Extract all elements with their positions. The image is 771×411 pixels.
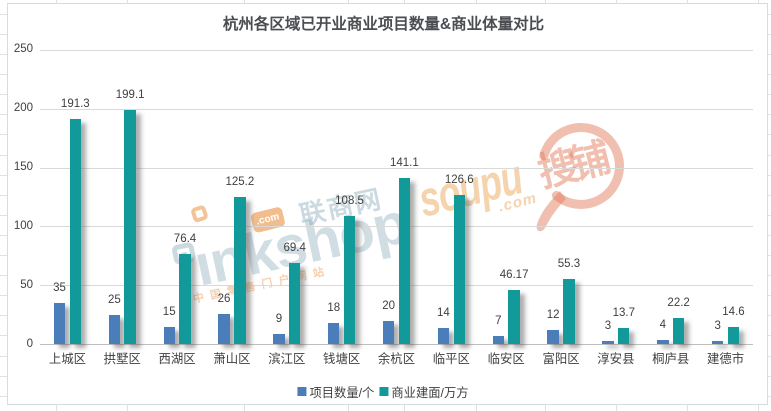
bar-area-桐庐县[interactable] [672, 318, 685, 345]
gridline-100 [40, 226, 753, 228]
bar-count-余杭区[interactable] [382, 320, 395, 345]
bar-count-滨江区[interactable] [273, 333, 285, 345]
data-label-area-上城区: 191.3 [60, 97, 90, 110]
data-label-area-西湖区: 76.4 [173, 233, 197, 246]
gridline-250 [40, 49, 753, 51]
data-label-area-临平区: 126.6 [444, 174, 474, 187]
ytick-label-150: 150 [13, 161, 33, 174]
data-label-count-临安区: 7 [495, 315, 502, 328]
bar-area-上城区[interactable] [69, 118, 81, 345]
category-label-富阳区: 富阳区 [542, 352, 580, 366]
bar-area-富阳区[interactable] [563, 279, 575, 345]
category-label-钱塘区: 钱塘区 [323, 352, 361, 366]
ytick-label-0: 0 [26, 337, 33, 350]
bar-count-富阳区[interactable] [547, 330, 559, 345]
data-label-count-西湖区: 15 [162, 305, 176, 318]
data-label-count-桐庐县: 4 [659, 318, 667, 331]
soupu-watermark-chinese: 搜铺 [533, 137, 609, 196]
data-label-count-拱墅区: 25 [107, 293, 121, 306]
bar-count-上城区[interactable] [53, 303, 66, 345]
bar-area-滨江区[interactable] [289, 262, 301, 345]
bar-area-拱墅区[interactable] [124, 109, 136, 345]
legend-item-projects[interactable]: 项目数量/个 [297, 383, 374, 401]
data-label-area-钱塘区: 108.5 [335, 195, 364, 208]
bar-count-建德市[interactable] [711, 340, 724, 345]
gridline-50 [40, 285, 753, 287]
gridline-200 [40, 108, 753, 110]
ytick-label-50: 50 [20, 278, 33, 291]
category-label-临平区: 临平区 [432, 352, 470, 366]
soupu-magnifier-icon [536, 122, 624, 232]
data-label-area-淳安县: 13.7 [612, 307, 635, 320]
data-label-area-拱墅区: 199.1 [115, 88, 145, 101]
category-label-余杭区: 余杭区 [377, 352, 416, 366]
ytick-label-250: 250 [13, 43, 33, 56]
bar-count-临安区[interactable] [492, 336, 504, 345]
data-label-count-富阳区: 12 [546, 309, 560, 322]
data-label-area-临安区: 46.17 [499, 268, 529, 281]
category-label-建德市: 建德市 [706, 352, 745, 366]
data-label-area-建德市: 14.6 [722, 306, 745, 319]
category-label-桐庐县: 桐庐县 [652, 352, 690, 366]
bar-area-临平区[interactable] [453, 195, 465, 345]
category-label-上城区: 上城区 [48, 352, 87, 366]
bar-count-西湖区[interactable] [163, 326, 175, 345]
data-label-count-上城区: 35 [53, 282, 66, 295]
data-label-count-萧山区: 26 [217, 292, 231, 305]
linkshop-logo-i-dot-icon [190, 204, 209, 224]
data-label-count-余杭区: 20 [382, 299, 395, 312]
legend-swatch-area [379, 387, 389, 396]
linkshop-com-badge: .com [250, 206, 286, 234]
legend-label-projects: 项目数量/个 [309, 385, 375, 400]
data-label-area-萧山区: 125.2 [225, 175, 255, 188]
bar-area-建德市[interactable] [727, 327, 740, 345]
bar-count-拱墅区[interactable] [108, 314, 121, 345]
x-axis-line [40, 344, 753, 346]
data-label-count-淳安县: 3 [604, 319, 612, 332]
category-label-西湖区: 西湖区 [158, 352, 196, 366]
chart-object[interactable]: 杭州各区域已开业商业项目数量&商业体量对比 0 50 100 150 200 250 上城区… [7, 3, 768, 405]
data-label-area-富阳区: 55.3 [557, 258, 581, 271]
category-label-滨江区: 滨江区 [268, 352, 306, 366]
data-label-area-桐庐县: 22.2 [667, 297, 690, 310]
legend-swatch-projects [297, 387, 307, 396]
bar-area-临安区[interactable] [508, 289, 520, 345]
category-label-临安区: 临安区 [487, 352, 525, 366]
gridline-150 [40, 167, 753, 169]
bar-area-萧山区[interactable] [234, 196, 246, 345]
category-label-萧山区: 萧山区 [213, 352, 251, 366]
bar-area-余杭区[interactable] [398, 178, 411, 345]
category-label-淳安县: 淳安县 [597, 352, 635, 366]
bar-count-桐庐县[interactable] [657, 339, 669, 345]
data-label-count-建德市: 3 [714, 319, 721, 332]
ytick-label-100: 100 [13, 219, 33, 232]
legend-item-area[interactable]: 商业建面/万方 [379, 383, 469, 401]
data-label-area-余杭区: 141.1 [390, 157, 419, 170]
soupu-watermark-com: .com [496, 189, 539, 216]
bar-count-萧山区[interactable] [218, 313, 230, 345]
chart-title: 杭州各区域已开业商业项目数量&商业体量对比 [222, 16, 545, 33]
data-label-area-滨江区: 69.4 [283, 241, 306, 254]
bar-area-西湖区[interactable] [179, 254, 191, 345]
legend-label-area: 商业建面/万方 [391, 385, 469, 400]
bar-area-钱塘区[interactable] [343, 216, 356, 345]
data-label-count-临平区: 14 [437, 306, 450, 319]
bar-count-钱塘区[interactable] [328, 323, 340, 345]
bar-area-淳安县[interactable] [618, 328, 630, 345]
chart-legend: 项目数量/个 商业建面/万方 [297, 383, 469, 401]
soupu-watermark-word: soupu [413, 149, 528, 229]
category-label-拱墅区: 拱墅区 [103, 352, 141, 366]
data-label-count-钱塘区: 18 [327, 302, 341, 315]
data-label-count-滨江区: 9 [275, 312, 283, 325]
bar-count-临平区[interactable] [437, 327, 450, 345]
ytick-label-200: 200 [13, 102, 33, 115]
bar-count-淳安县[interactable] [602, 340, 614, 345]
